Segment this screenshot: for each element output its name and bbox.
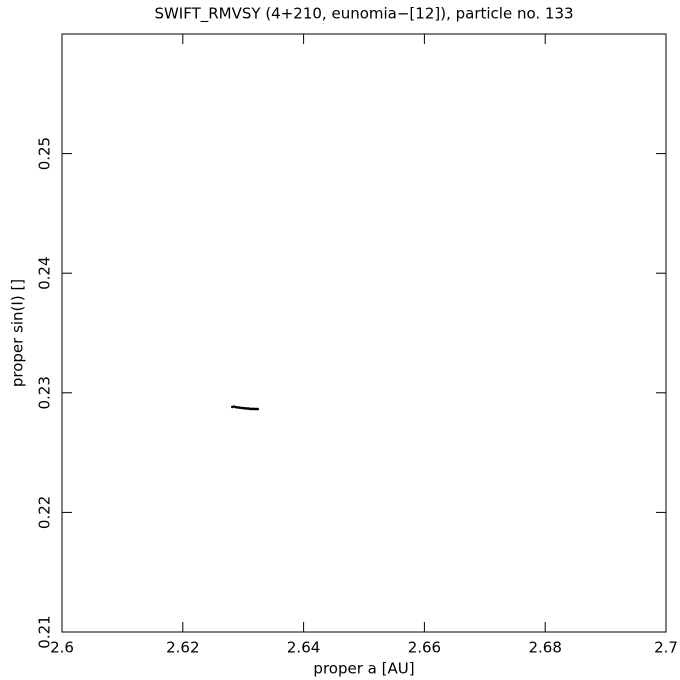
x-tick-label: 2.6 [50, 639, 74, 657]
y-tick-label: 0.22 [36, 496, 54, 529]
x-axis-label: proper a [AU] [313, 660, 414, 678]
x-tick-label: 2.62 [166, 639, 199, 657]
y-tick-label: 0.25 [36, 137, 54, 170]
x-tick-label: 2.64 [287, 639, 320, 657]
x-tick-label: 2.68 [528, 639, 561, 657]
x-tick-label: 2.66 [408, 639, 441, 657]
x-tick-label: 2.7 [654, 639, 678, 657]
y-axis-label: proper sin(I) [] [9, 279, 27, 387]
point [256, 407, 259, 411]
y-tick-label: 0.24 [36, 256, 54, 289]
plot-frame [61, 33, 667, 633]
chart-title: SWIFT_RMVSY (4+210, eunomia−[12]), parti… [154, 5, 573, 24]
y-tick-label: 0.21 [36, 615, 54, 648]
y-tick-label: 0.23 [36, 376, 54, 409]
